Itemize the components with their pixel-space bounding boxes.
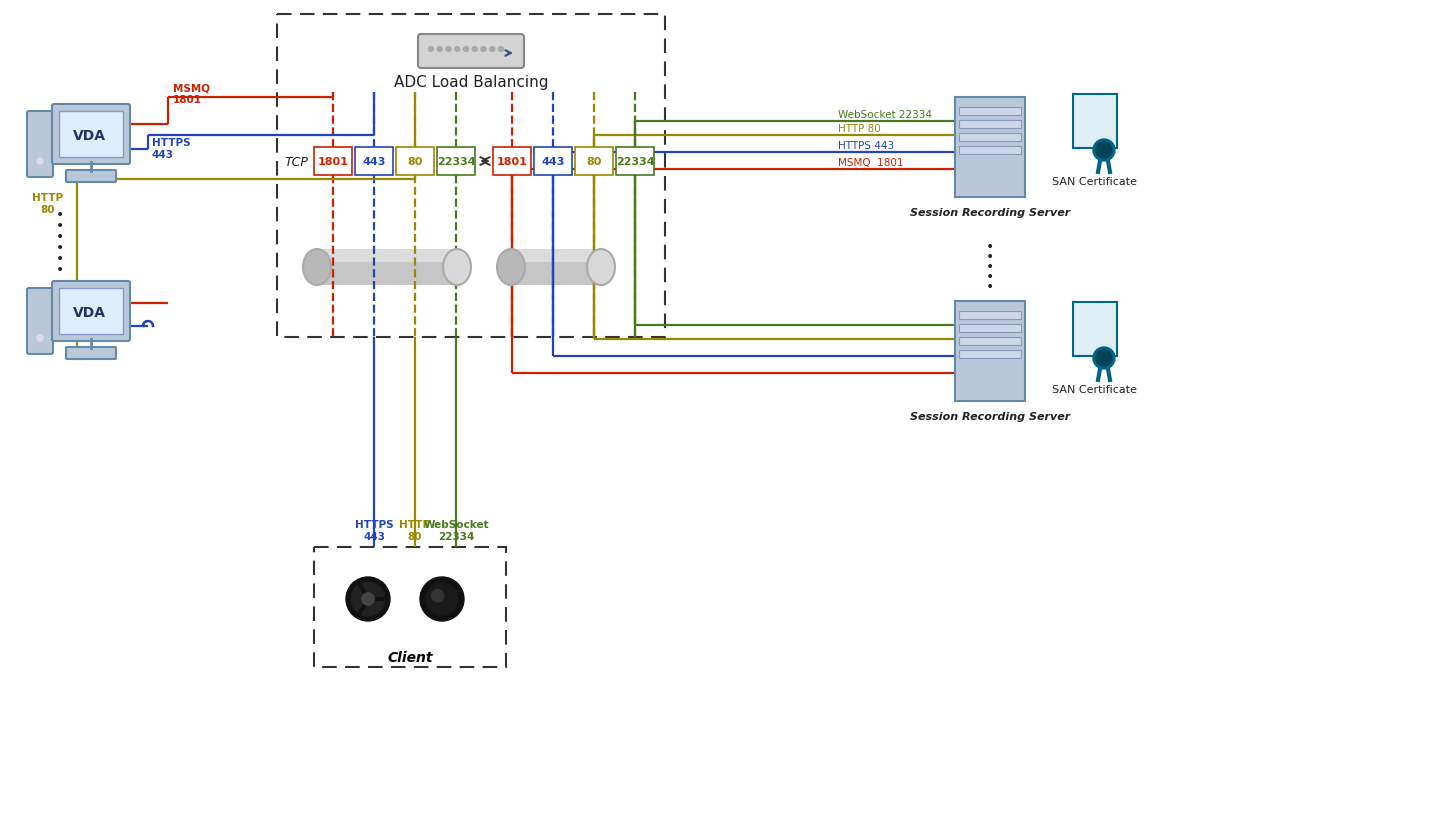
Circle shape — [1093, 140, 1115, 161]
Text: 80: 80 — [408, 156, 423, 166]
FancyBboxPatch shape — [575, 148, 613, 176]
FancyBboxPatch shape — [494, 148, 531, 176]
Text: •: • — [55, 229, 64, 243]
Text: MSMQ  1801: MSMQ 1801 — [838, 158, 903, 168]
Text: MSMQ
1801: MSMQ 1801 — [173, 83, 211, 104]
FancyBboxPatch shape — [52, 105, 131, 165]
Text: Session Recording Server: Session Recording Server — [910, 208, 1070, 218]
Text: •: • — [986, 260, 995, 274]
Text: HTTP
80: HTTP 80 — [399, 520, 431, 542]
Circle shape — [481, 47, 486, 52]
Text: 22334: 22334 — [437, 156, 475, 166]
Text: HTTP 80: HTTP 80 — [838, 124, 881, 134]
Text: SAN Certificate: SAN Certificate — [1053, 177, 1137, 187]
FancyBboxPatch shape — [28, 289, 54, 354]
FancyBboxPatch shape — [955, 301, 1025, 402]
Text: •: • — [986, 240, 995, 253]
Text: •: • — [55, 252, 64, 266]
Text: Client: Client — [388, 650, 433, 664]
Circle shape — [472, 47, 478, 52]
FancyBboxPatch shape — [958, 311, 1021, 320]
Text: •: • — [55, 241, 64, 255]
Circle shape — [1093, 348, 1115, 369]
Circle shape — [489, 47, 495, 52]
Ellipse shape — [303, 250, 331, 286]
Text: •: • — [986, 280, 995, 294]
Circle shape — [431, 590, 444, 602]
FancyBboxPatch shape — [958, 147, 1021, 155]
Circle shape — [36, 335, 44, 342]
Text: WebSocket 22334: WebSocket 22334 — [838, 110, 932, 120]
FancyBboxPatch shape — [616, 148, 653, 176]
FancyBboxPatch shape — [396, 148, 434, 176]
FancyBboxPatch shape — [511, 250, 601, 262]
Circle shape — [446, 47, 452, 52]
FancyBboxPatch shape — [314, 148, 351, 176]
Text: HTTP
80: HTTP 80 — [32, 193, 64, 214]
Text: WebSocket
22334: WebSocket 22334 — [423, 520, 489, 542]
Text: HTTPS
443: HTTPS 443 — [354, 520, 393, 542]
Text: •: • — [55, 262, 64, 277]
Circle shape — [437, 47, 443, 52]
Circle shape — [463, 47, 469, 52]
Text: VDA: VDA — [73, 306, 106, 320]
FancyBboxPatch shape — [437, 148, 475, 176]
Text: •: • — [986, 270, 995, 284]
FancyBboxPatch shape — [317, 250, 457, 262]
FancyBboxPatch shape — [317, 250, 457, 286]
Text: •: • — [55, 219, 64, 233]
Text: ADC Load Balancing: ADC Load Balancing — [393, 75, 549, 90]
FancyBboxPatch shape — [65, 348, 116, 359]
Text: SAN Certificate: SAN Certificate — [1053, 384, 1137, 394]
FancyBboxPatch shape — [418, 35, 524, 69]
FancyBboxPatch shape — [60, 289, 123, 335]
Text: 443: 443 — [542, 156, 565, 166]
Text: HTTPS
443: HTTPS 443 — [152, 137, 190, 160]
FancyBboxPatch shape — [958, 134, 1021, 142]
Text: 80: 80 — [587, 156, 601, 166]
Text: •: • — [55, 208, 64, 222]
Text: 1801: 1801 — [318, 156, 348, 166]
FancyBboxPatch shape — [958, 108, 1021, 116]
FancyBboxPatch shape — [28, 112, 54, 178]
Circle shape — [454, 47, 460, 52]
FancyBboxPatch shape — [958, 121, 1021, 129]
Text: 443: 443 — [363, 156, 386, 166]
FancyBboxPatch shape — [955, 98, 1025, 198]
FancyBboxPatch shape — [60, 112, 123, 158]
FancyBboxPatch shape — [534, 148, 572, 176]
Text: VDA: VDA — [73, 129, 106, 142]
FancyBboxPatch shape — [958, 350, 1021, 359]
FancyBboxPatch shape — [1073, 95, 1117, 149]
Circle shape — [425, 584, 457, 615]
Text: Session Recording Server: Session Recording Server — [910, 412, 1070, 421]
Circle shape — [428, 47, 434, 52]
FancyBboxPatch shape — [511, 250, 601, 286]
FancyBboxPatch shape — [958, 338, 1021, 345]
Circle shape — [1096, 350, 1112, 367]
Circle shape — [498, 47, 504, 52]
Circle shape — [346, 577, 391, 621]
Circle shape — [351, 583, 385, 616]
Ellipse shape — [443, 250, 470, 286]
Ellipse shape — [587, 250, 616, 286]
FancyBboxPatch shape — [354, 148, 393, 176]
Text: 22334: 22334 — [616, 156, 655, 166]
Text: HTTPS 443: HTTPS 443 — [838, 141, 894, 151]
FancyBboxPatch shape — [958, 325, 1021, 333]
Circle shape — [36, 159, 44, 165]
FancyBboxPatch shape — [52, 282, 131, 342]
FancyBboxPatch shape — [65, 171, 116, 183]
Text: TCP: TCP — [285, 156, 308, 168]
Circle shape — [420, 577, 465, 621]
Circle shape — [1096, 142, 1112, 159]
Text: •: • — [986, 250, 995, 263]
Ellipse shape — [497, 250, 526, 286]
Text: 1801: 1801 — [497, 156, 527, 166]
Circle shape — [362, 593, 375, 605]
FancyBboxPatch shape — [1073, 303, 1117, 357]
